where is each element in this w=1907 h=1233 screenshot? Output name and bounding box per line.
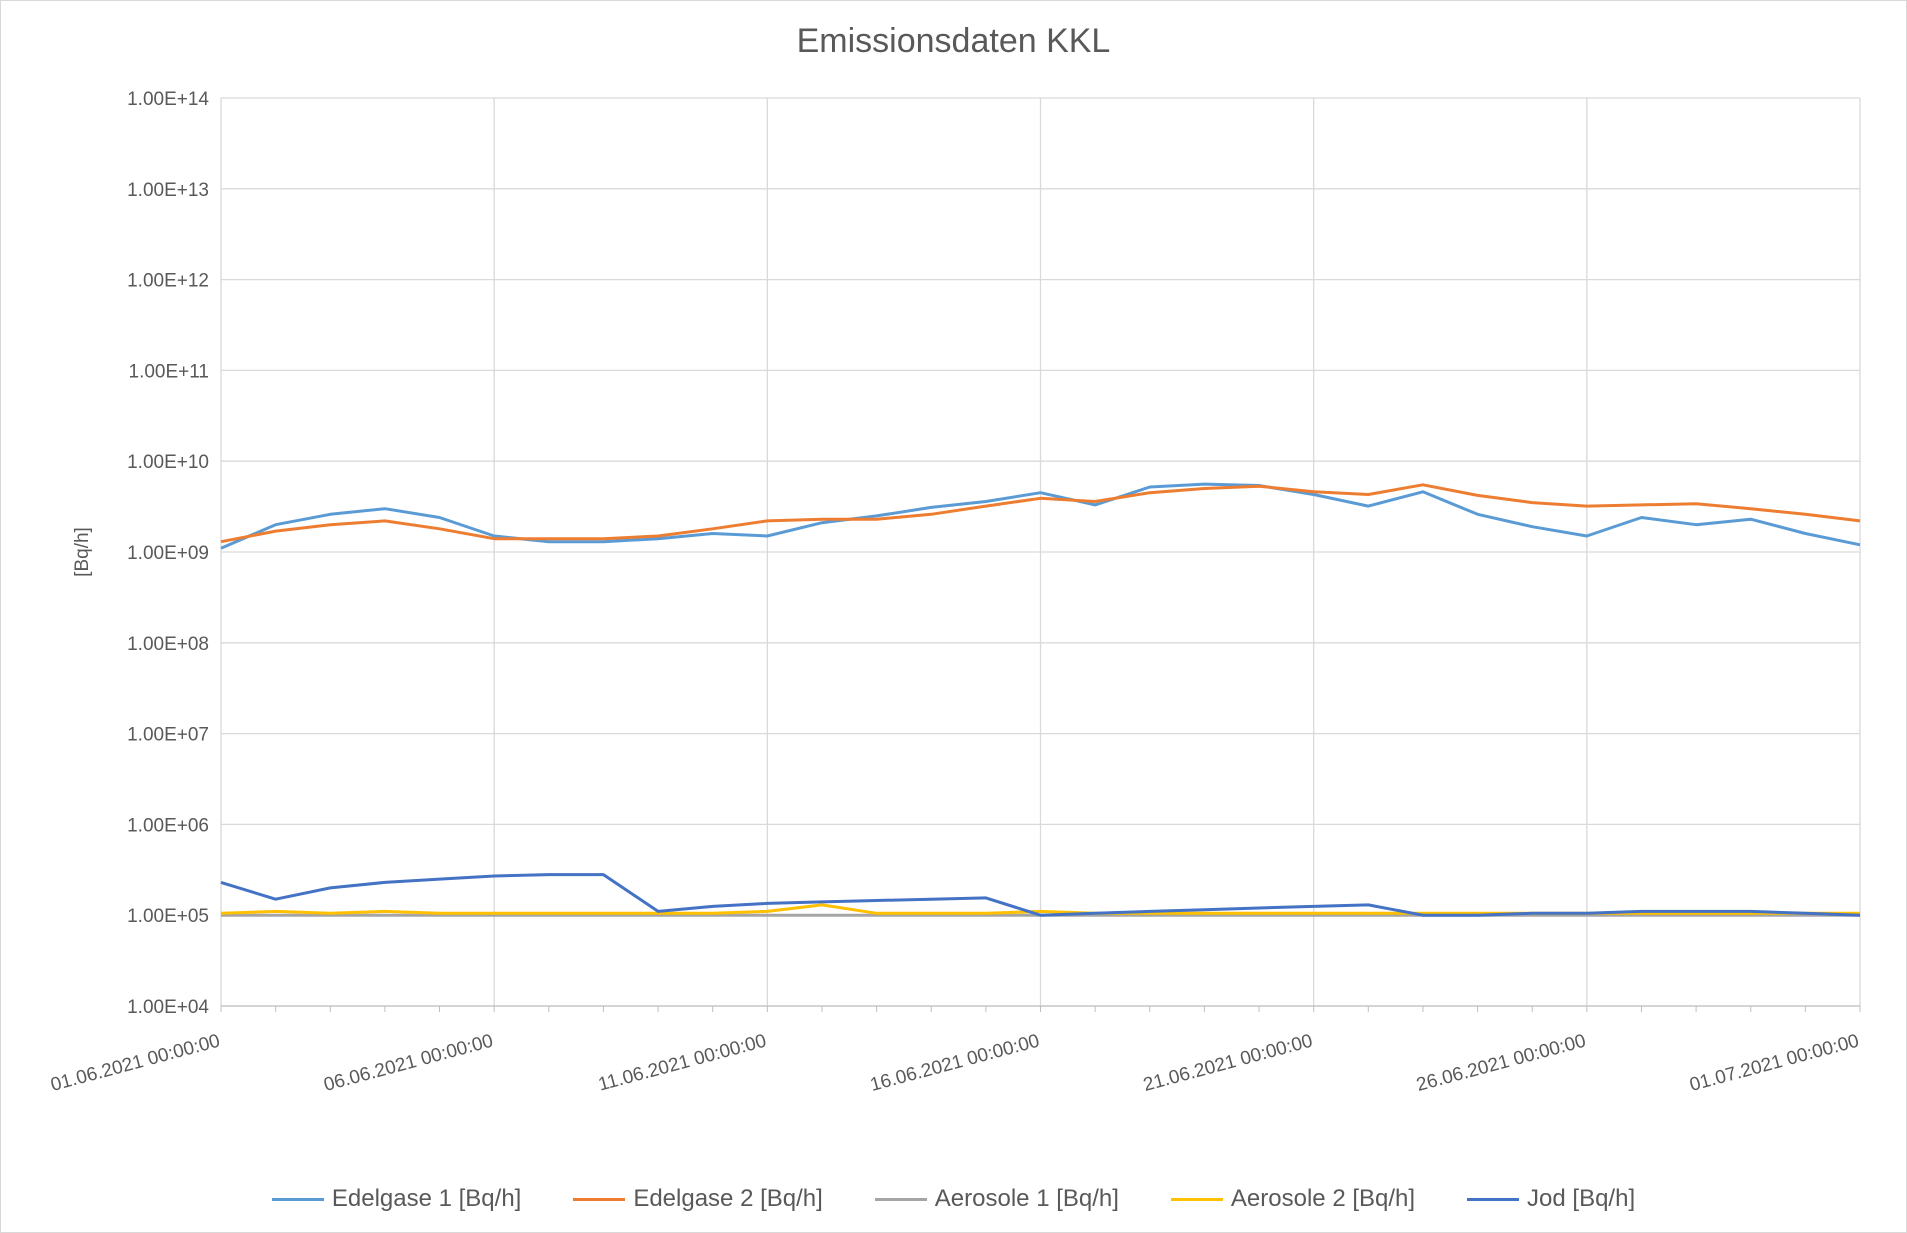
- legend-swatch: [573, 1197, 626, 1201]
- y-tick-label: 1.00E+06: [127, 815, 209, 836]
- x-tick-label: 01.07.2021 00:00:00: [1687, 1031, 1861, 1096]
- legend-entry: Aerosole 2 [Bq/h]: [1170, 1185, 1416, 1213]
- x-tick-label: 11.06.2021 00:00:00: [596, 1031, 768, 1096]
- legend-entry: Edelgase 1 [Bq/h]: [271, 1185, 522, 1213]
- legend-label: Edelgase 1 [Bq/h]: [331, 1185, 522, 1212]
- y-axis-ticks: 1.00E+04 1.00E+05 1.00E+06 1.00E+07 1.00E+08…: [127, 89, 209, 1018]
- legend-swatch: [874, 1197, 927, 1201]
- x-axis-ticks: 01.06.2021 00:00:00 06.06.2021 00:00:00 11…: [48, 1031, 1861, 1096]
- legend-swatch: [1170, 1197, 1223, 1201]
- y-tick-label: 1.00E+11: [129, 361, 209, 382]
- legend-swatch: [1467, 1197, 1520, 1201]
- y-tick-label: 1.00E+07: [127, 725, 209, 746]
- legend-entry: Edelgase 2 [Bq/h]: [573, 1185, 823, 1213]
- legend: Edelgase 1 [Bq/h] Edelgase 2 [Bq/h] Aeroso…: [0, 1181, 1907, 1217]
- series-line-1: [220, 483, 1861, 544]
- x-tick-label: 06.06.2021 00:00:00: [322, 1031, 496, 1096]
- x-tick-label: 16.06.2021 00:00:00: [868, 1031, 1042, 1096]
- x-tick-label: 21.06.2021 00:00:00: [1141, 1031, 1315, 1096]
- legend-label: Jod [Bq/h]: [1527, 1185, 1636, 1212]
- y-tick-label: 1.00E+08: [127, 634, 209, 655]
- y-tick-label: 1.00E+13: [127, 180, 209, 201]
- y-tick-label: 1.00E+09: [127, 543, 209, 564]
- y-tick-label: 1.00E+04: [127, 997, 209, 1018]
- chart-title: Emissionsdaten KKL: [796, 22, 1111, 60]
- y-tick-label: 1.00E+05: [127, 906, 209, 927]
- series-line-4: [220, 873, 1861, 917]
- grid-lines: [220, 97, 1861, 1012]
- legend-label: Edelgase 2 [Bq/h]: [633, 1185, 823, 1212]
- series-lines: [220, 482, 1861, 917]
- y-tick-label: 1.00E+12: [127, 271, 209, 292]
- legend-swatch: [271, 1197, 324, 1201]
- y-tick-label: 1.00E+14: [127, 89, 209, 110]
- legend-entry: Aerosole 1 [Bq/h]: [874, 1185, 1119, 1213]
- legend-entry: Jod [Bq/h]: [1467, 1185, 1635, 1213]
- y-axis-label: [Bq/h]: [72, 527, 93, 577]
- legend-label: Aerosole 2 [Bq/h]: [1230, 1185, 1416, 1212]
- x-tick-label: 26.06.2021 00:00:00: [1414, 1031, 1588, 1096]
- y-tick-label: 1.00E+10: [127, 452, 209, 473]
- series-line-0: [220, 482, 1861, 550]
- legend-label: Aerosole 1 [Bq/h]: [934, 1185, 1119, 1212]
- x-tick-label: 01.06.2021 00:00:00: [48, 1031, 222, 1096]
